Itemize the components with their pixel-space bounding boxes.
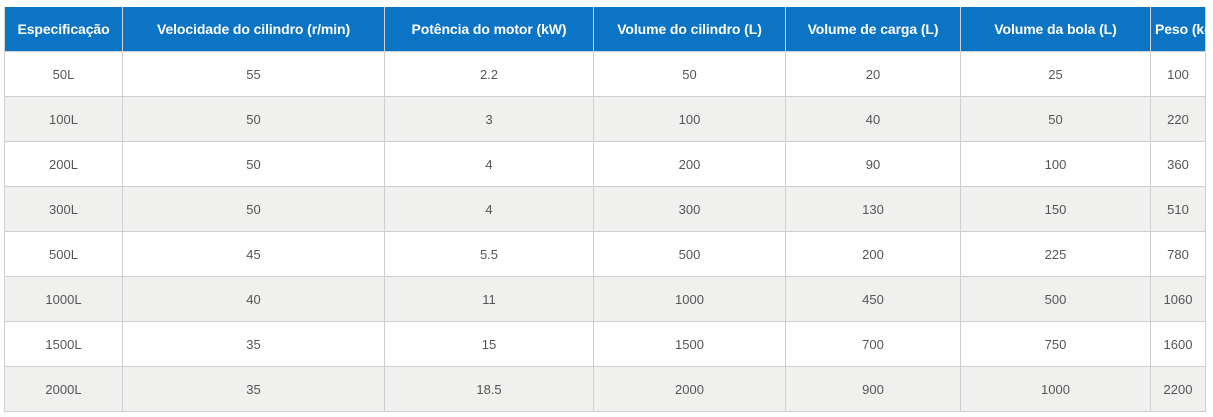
header-peso: Peso (kg) xyxy=(1150,7,1213,52)
cell-velocidade: 50 xyxy=(122,96,385,142)
cell-potencia: 15 xyxy=(384,321,594,367)
cell-volume-bola: 150 xyxy=(960,186,1151,232)
cell-volume-bola: 100 xyxy=(960,141,1151,187)
cell-potencia: 3 xyxy=(384,96,594,142)
table-row: 50L 55 2.2 50 20 25 100 xyxy=(4,51,1206,97)
cell-volume-carga: 40 xyxy=(785,96,961,142)
cell-volume-bola: 750 xyxy=(960,321,1151,367)
cell-especificacao: 200L xyxy=(4,141,123,187)
cell-volume-bola: 50 xyxy=(960,96,1151,142)
cell-volume-bola: 1000 xyxy=(960,366,1151,412)
cell-volume-carga: 450 xyxy=(785,276,961,322)
table-row: 300L 50 4 300 130 150 510 xyxy=(4,186,1206,232)
cell-volume-cilindro: 200 xyxy=(593,141,786,187)
table-row: 100L 50 3 100 40 50 220 xyxy=(4,96,1206,142)
cell-velocidade: 35 xyxy=(122,366,385,412)
table-row: 500L 45 5.5 500 200 225 780 xyxy=(4,231,1206,277)
cell-volume-carga: 700 xyxy=(785,321,961,367)
header-volume-de-carga: Volume de carga (L) xyxy=(785,7,961,52)
table-header-row: Especificação Velocidade do cilindro (r/… xyxy=(4,7,1213,52)
cell-potencia: 4 xyxy=(384,141,594,187)
cell-volume-carga: 20 xyxy=(785,51,961,97)
cell-velocidade: 50 xyxy=(122,141,385,187)
cell-peso: 510 xyxy=(1150,186,1206,232)
cell-volume-carga: 900 xyxy=(785,366,961,412)
cell-volume-cilindro: 1500 xyxy=(593,321,786,367)
cell-potencia: 4 xyxy=(384,186,594,232)
cell-volume-cilindro: 300 xyxy=(593,186,786,232)
cell-velocidade: 50 xyxy=(122,186,385,232)
header-potencia-do-motor: Potência do motor (kW) xyxy=(384,7,594,52)
cell-especificacao: 500L xyxy=(4,231,123,277)
header-volume-do-cilindro: Volume do cilindro (L) xyxy=(593,7,786,52)
header-velocidade-do-cilindro: Velocidade do cilindro (r/min) xyxy=(122,7,385,52)
cell-velocidade: 35 xyxy=(122,321,385,367)
cell-peso: 1600 xyxy=(1150,321,1206,367)
cell-peso: 220 xyxy=(1150,96,1206,142)
cell-volume-cilindro: 1000 xyxy=(593,276,786,322)
cell-peso: 360 xyxy=(1150,141,1206,187)
cell-especificacao: 50L xyxy=(4,51,123,97)
header-volume-da-bola: Volume da bola (L) xyxy=(960,7,1151,52)
table-row: 2000L 35 18.5 2000 900 1000 2200 xyxy=(4,366,1206,412)
specification-table: Especificação Velocidade do cilindro (r/… xyxy=(4,7,1213,412)
cell-potencia: 11 xyxy=(384,276,594,322)
table-row: 1500L 35 15 1500 700 750 1600 xyxy=(4,321,1206,367)
cell-volume-bola: 225 xyxy=(960,231,1151,277)
cell-especificacao: 2000L xyxy=(4,366,123,412)
header-especificacao: Especificação xyxy=(4,7,123,52)
cell-volume-carga: 130 xyxy=(785,186,961,232)
cell-especificacao: 1500L xyxy=(4,321,123,367)
cell-volume-carga: 200 xyxy=(785,231,961,277)
cell-volume-carga: 90 xyxy=(785,141,961,187)
cell-especificacao: 1000L xyxy=(4,276,123,322)
cell-peso: 780 xyxy=(1150,231,1206,277)
cell-potencia: 2.2 xyxy=(384,51,594,97)
cell-peso: 2200 xyxy=(1150,366,1206,412)
cell-volume-cilindro: 100 xyxy=(593,96,786,142)
cell-volume-bola: 25 xyxy=(960,51,1151,97)
cell-velocidade: 45 xyxy=(122,231,385,277)
cell-potencia: 5.5 xyxy=(384,231,594,277)
spec-table-container: Especificação Velocidade do cilindro (r/… xyxy=(4,7,1213,412)
cell-peso: 1060 xyxy=(1150,276,1206,322)
cell-volume-cilindro: 2000 xyxy=(593,366,786,412)
table-row: 1000L 40 11 1000 450 500 1060 xyxy=(4,276,1206,322)
cell-volume-bola: 500 xyxy=(960,276,1151,322)
cell-volume-cilindro: 500 xyxy=(593,231,786,277)
cell-velocidade: 55 xyxy=(122,51,385,97)
cell-potencia: 18.5 xyxy=(384,366,594,412)
table-row: 200L 50 4 200 90 100 360 xyxy=(4,141,1206,187)
cell-peso: 100 xyxy=(1150,51,1206,97)
cell-volume-cilindro: 50 xyxy=(593,51,786,97)
cell-especificacao: 300L xyxy=(4,186,123,232)
cell-especificacao: 100L xyxy=(4,96,123,142)
cell-velocidade: 40 xyxy=(122,276,385,322)
